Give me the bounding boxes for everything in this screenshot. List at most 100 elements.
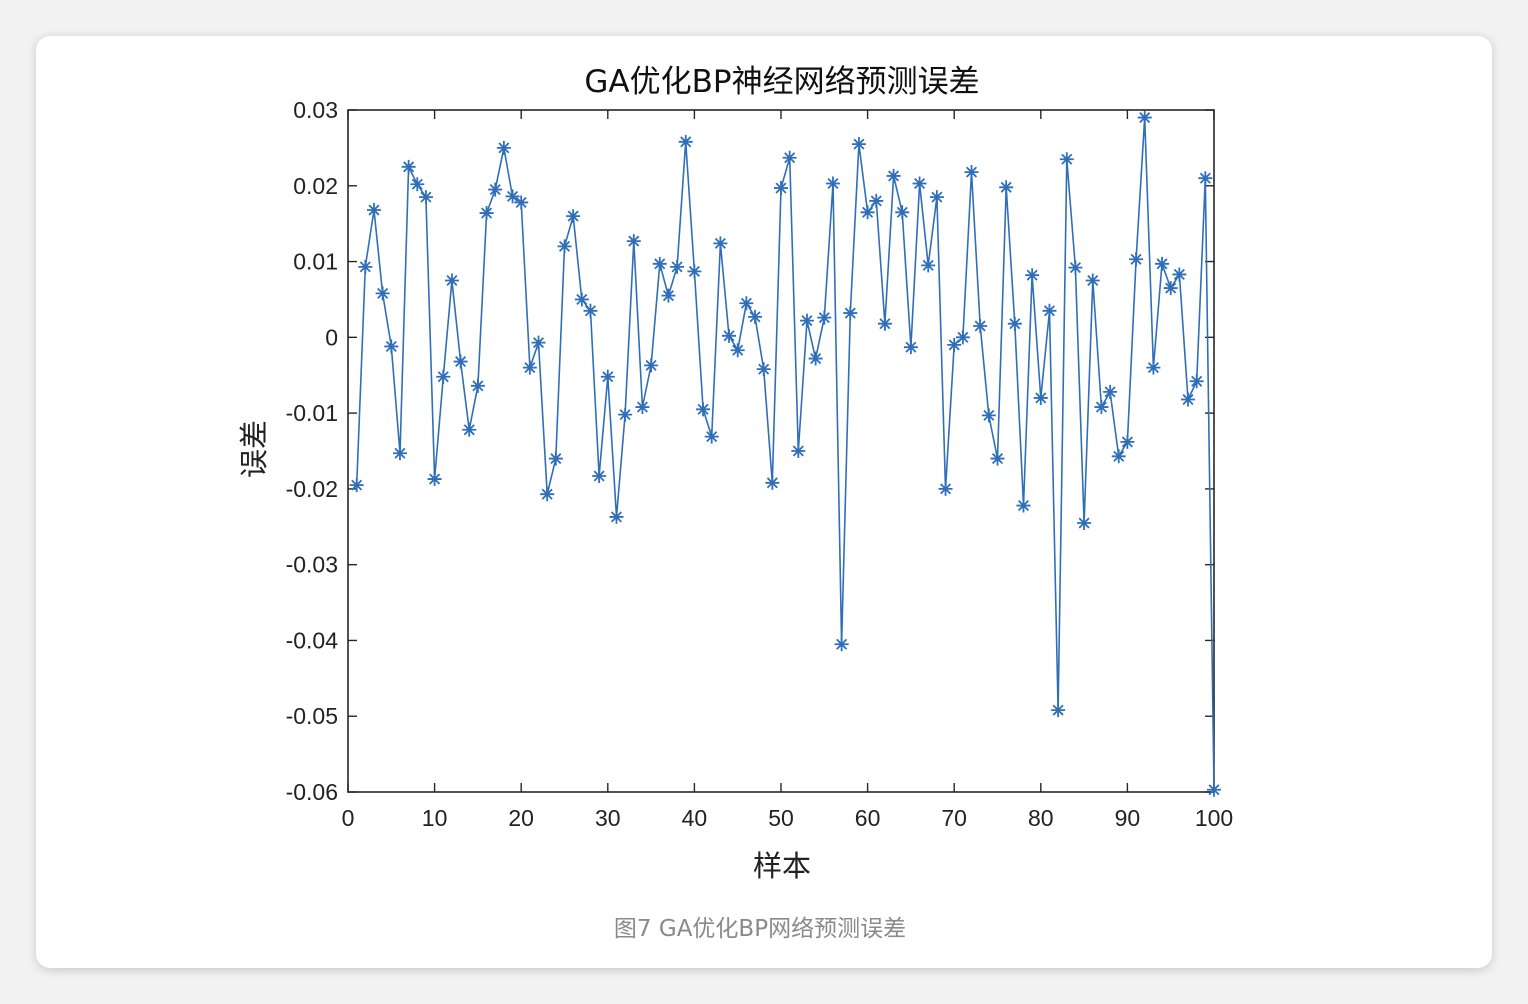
data-point [1146, 360, 1161, 375]
data-point [392, 446, 407, 461]
y-tick-label: -0.02 [286, 476, 338, 502]
data-point [739, 296, 754, 311]
data-point [1120, 434, 1135, 449]
data-point [1094, 400, 1109, 415]
data-point [670, 259, 685, 274]
data-point [1068, 260, 1083, 275]
y-tick-label: -0.04 [286, 627, 339, 653]
y-tick-label: 0.02 [293, 173, 338, 199]
data-point [990, 451, 1005, 466]
data-point [566, 209, 581, 224]
data-point [999, 180, 1014, 195]
data-point [877, 316, 892, 331]
data-point [618, 407, 633, 422]
data-point [1137, 110, 1152, 125]
data-point [436, 369, 451, 384]
x-tick-label: 90 [1115, 805, 1141, 831]
data-point [557, 239, 572, 254]
data-point [1198, 171, 1213, 186]
data-point [1033, 390, 1048, 405]
figure-caption: 图7 GA优化BP网络预测误差 [614, 916, 906, 942]
data-point [817, 310, 832, 325]
data-point [730, 343, 745, 358]
data-point [609, 509, 624, 524]
data-point [652, 256, 667, 271]
data-point [1111, 449, 1126, 464]
data-point [626, 234, 641, 249]
data-point [479, 206, 494, 221]
y-tick-label: 0.01 [293, 249, 338, 275]
error-chart: GA优化BP神经网络预测误差 0 10 20 30 40 50 60 70 80 90 100 0.0… [237, 64, 1234, 942]
y-tick-label: -0.06 [286, 779, 338, 805]
data-point [1207, 782, 1221, 797]
data-point [635, 400, 650, 415]
data-point [583, 303, 598, 318]
x-tick-label: 70 [941, 805, 967, 831]
data-point [661, 288, 676, 303]
data-point [756, 362, 771, 377]
x-tick-label: 60 [855, 805, 881, 831]
x-tick-label: 50 [768, 805, 794, 831]
data-point [791, 444, 806, 458]
data-point [574, 292, 589, 307]
data-point [981, 408, 996, 423]
data-point [947, 337, 962, 352]
data-point [1181, 392, 1196, 407]
data-point [964, 165, 979, 180]
data-point [358, 259, 373, 274]
figure-card: GA优化BP神经网络预测误差 0 10 20 30 40 50 60 70 80 90 100 0.0… [36, 36, 1492, 968]
data-point [453, 354, 468, 369]
data-point [1189, 374, 1204, 389]
data-point [1129, 252, 1144, 267]
data-point [1016, 498, 1031, 513]
series-line [355, 117, 1215, 790]
x-tick-label: 20 [508, 805, 534, 831]
data-point [895, 205, 910, 220]
data-point [765, 475, 780, 490]
data-point [427, 472, 442, 487]
data-point [1059, 152, 1074, 167]
data-point [929, 190, 944, 205]
data-point [644, 358, 659, 373]
data-point [349, 478, 364, 493]
data-point [860, 205, 875, 220]
y-axis-label: 误差 [237, 420, 271, 478]
y-tick-label: 0 [325, 324, 338, 350]
x-tick-label: 80 [1028, 805, 1054, 831]
data-point [496, 140, 511, 155]
data-point [1077, 515, 1092, 530]
y-tick-label: -0.01 [286, 400, 338, 426]
data-point [592, 469, 607, 484]
data-point [696, 402, 711, 417]
x-tick-label: 0 [342, 805, 355, 831]
data-point [903, 340, 918, 355]
data-point [886, 168, 901, 183]
data-point [704, 429, 719, 444]
data-point [825, 176, 840, 191]
data-point [514, 195, 529, 210]
data-point [851, 137, 866, 152]
data-point [540, 487, 555, 502]
data-point [1007, 316, 1022, 331]
data-point [1103, 384, 1118, 399]
data-point [548, 451, 563, 466]
data-point [782, 150, 797, 165]
data-point [748, 309, 763, 324]
data-point [1155, 256, 1170, 271]
chart-title: GA优化BP神经网络预测误差 [584, 64, 979, 100]
data-point [678, 134, 693, 149]
y-tick-label: -0.05 [286, 703, 338, 729]
data-point [799, 313, 814, 328]
data-point [600, 369, 615, 384]
data-point [687, 264, 702, 279]
data-point [774, 181, 788, 196]
data-point [384, 339, 399, 354]
plot-area: 0 10 20 30 40 50 60 70 80 90 100 0.03 0.02 0.01 0 -0.01… [286, 97, 1234, 831]
data-point [505, 189, 520, 204]
data-point [1051, 703, 1066, 718]
data-point [531, 335, 546, 350]
data-point [834, 637, 849, 652]
data-point [470, 378, 485, 393]
data-point [1025, 268, 1040, 283]
data-point [418, 190, 433, 205]
